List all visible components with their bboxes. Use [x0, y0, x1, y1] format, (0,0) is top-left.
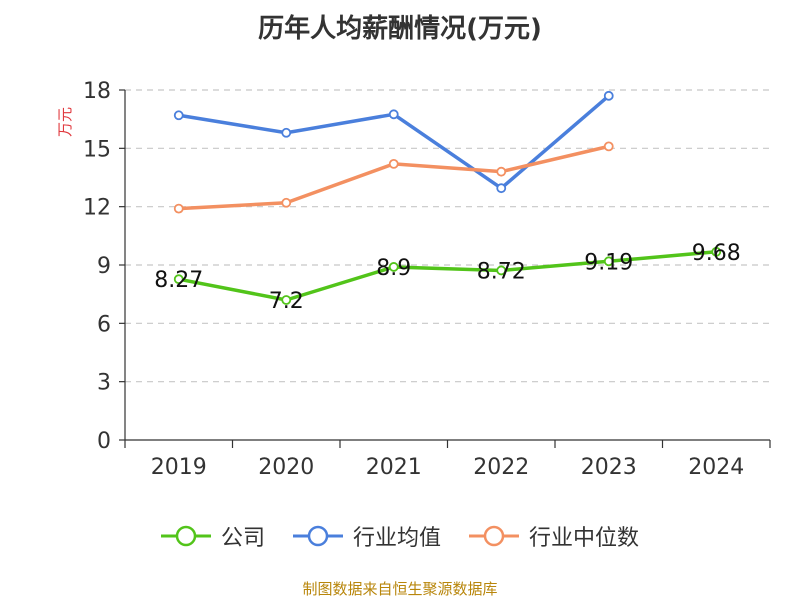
- x-tick-label: 2023: [581, 455, 637, 480]
- legend-item-industry-mean[interactable]: 行业均值: [292, 520, 441, 552]
- axes: 0 3 6 9 12 15 18 2019 2020 2021 2022 2023 2024 万元: [56, 79, 771, 480]
- legend-label-industry-median: 行业中位数: [529, 526, 640, 551]
- series-point-1: [281, 127, 292, 138]
- grid-lines: [125, 89, 770, 383]
- data-source-note: 制图数据来自恒生聚源数据库: [302, 580, 498, 598]
- series-point-0: [603, 256, 614, 267]
- series-point-0: [496, 265, 507, 276]
- y-tick-label: 18: [83, 79, 111, 104]
- legend-swatch-industry-median-icon: [469, 525, 519, 547]
- y-tick-label: 9: [97, 254, 111, 279]
- x-tick-label: 2019: [151, 455, 207, 480]
- x-tick-label: 2021: [366, 455, 422, 480]
- data-label: 7.2: [269, 289, 304, 314]
- chart-title: 历年人均薪酬情况(万元): [258, 14, 542, 44]
- series-point-0: [281, 295, 292, 305]
- series-point-1: [388, 109, 399, 120]
- series-point-0: [173, 274, 184, 285]
- series-point-2: [388, 158, 399, 169]
- series-point-1: [496, 183, 507, 194]
- y-tick-label: 0: [97, 429, 111, 454]
- series-point-0: [388, 262, 399, 272]
- x-tick-label: 2020: [258, 455, 314, 480]
- series-line-0: [177, 250, 718, 302]
- series-point-2: [496, 166, 507, 177]
- series-point-1: [603, 90, 614, 101]
- legend-label-industry-mean: 行业均值: [352, 526, 441, 551]
- data-label: 9.68: [692, 241, 741, 266]
- x-tick-label: 2022: [473, 455, 529, 480]
- y-tick-label: 3: [97, 371, 111, 396]
- series-point-2: [173, 203, 184, 214]
- legend-swatch-industry-mean-icon: [292, 525, 343, 547]
- legend-swatch-company-icon: [160, 525, 211, 547]
- series-point-1: [173, 110, 184, 121]
- series-point-2: [281, 197, 292, 208]
- x-tick-label: 2024: [688, 455, 744, 480]
- data-label: 8.72: [477, 259, 526, 284]
- chart-legend: 公司 行业均值 行业中位数: [0, 520, 800, 552]
- legend-item-industry-median[interactable]: 行业中位数: [469, 520, 639, 552]
- data-labels: 8.27 7.2 8.9 8.72 9.19 9.68: [154, 241, 740, 314]
- y-tick-label: 12: [83, 196, 111, 221]
- series-lines: [173, 90, 722, 305]
- data-label: 8.9: [376, 256, 411, 281]
- y-tick-label: 15: [83, 137, 111, 162]
- y-tick-label: 6: [97, 312, 111, 337]
- data-label: 8.27: [154, 268, 203, 293]
- legend-label-company: 公司: [220, 526, 265, 551]
- legend-item-company[interactable]: 公司: [160, 520, 265, 552]
- data-label: 9.19: [584, 250, 633, 275]
- y-axis-label: 万元: [56, 107, 74, 137]
- series-point-2: [603, 141, 614, 152]
- series-line-2: [177, 144, 611, 211]
- series-point-0: [711, 246, 722, 257]
